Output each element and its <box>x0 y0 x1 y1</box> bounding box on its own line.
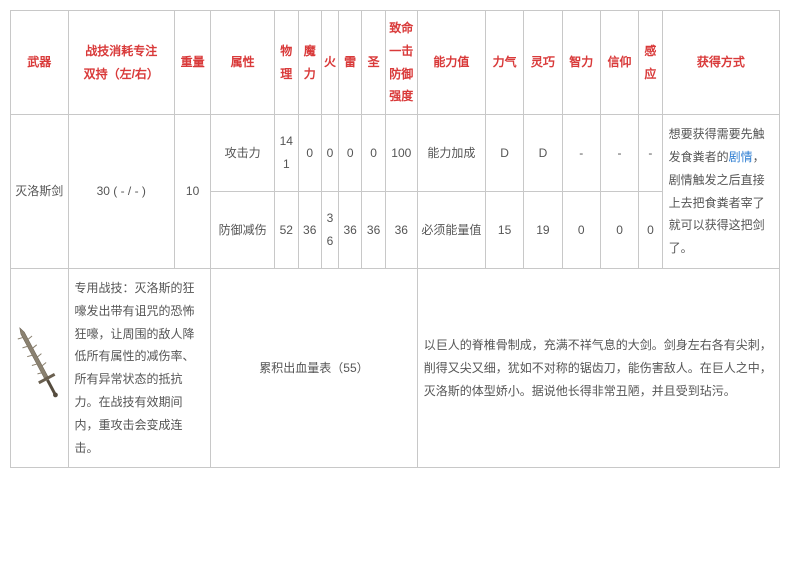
row2-int: 0 <box>562 192 600 269</box>
hdr-strength: 力气 <box>485 11 523 115</box>
hdr-faith: 信仰 <box>600 11 638 115</box>
row2-fth: 0 <box>600 192 638 269</box>
row1-fth: - <box>600 115 638 192</box>
row1-ability: 能力加成 <box>417 115 485 192</box>
hdr-intelligence: 智力 <box>562 11 600 115</box>
row1-holy: 0 <box>362 115 385 192</box>
row1-crit: 100 <box>385 115 417 192</box>
row2-crit: 36 <box>385 192 417 269</box>
row2-str: 15 <box>485 192 523 269</box>
hdr-weapon: 武器 <box>11 11 69 115</box>
row1-attr: 攻击力 <box>211 115 275 192</box>
weapon-table: 武器 战技消耗专注 双持（左/右） 重量 属性 物理 魔力 火 雷 圣 致命 一… <box>10 10 780 468</box>
skill-description: 专用战技：灭洛斯的狂嚎发出带有诅咒的恐怖狂嚎，让周围的敌人降低所有属性的减伤率、… <box>68 268 211 467</box>
weapon-sword-icon <box>14 319 64 417</box>
hdr-holy: 圣 <box>362 11 385 115</box>
header-row: 武器 战技消耗专注 双持（左/右） 重量 属性 物理 魔力 火 雷 圣 致命 一… <box>11 11 780 115</box>
row1-int: - <box>562 115 600 192</box>
hdr-crit: 致命 一击 防御 强度 <box>385 11 417 115</box>
row1-arc: - <box>639 115 662 192</box>
hdr-crit-l1: 致命 <box>388 17 415 40</box>
row2-fire: 36 <box>321 192 338 269</box>
hdr-dexterity: 灵巧 <box>524 11 562 115</box>
bleed-label: 累积出血量表（55） <box>211 268 418 467</box>
stat-row-attack: 灭洛斯剑 30 ( - / - ) 10 攻击力 141 0 0 0 0 100… <box>11 115 780 192</box>
row1-phys: 141 <box>275 115 298 192</box>
hdr-skill-line2: 双持（左/右） <box>71 63 173 86</box>
weapon-name: 灭洛斯剑 <box>11 115 69 269</box>
row2-light: 36 <box>338 192 361 269</box>
hdr-crit-l3: 防御 <box>388 63 415 86</box>
row1-str: D <box>485 115 523 192</box>
row2-magic: 36 <box>298 192 321 269</box>
hdr-lightning: 雷 <box>338 11 361 115</box>
row1-magic: 0 <box>298 115 321 192</box>
row2-phys: 52 <box>275 192 298 269</box>
row1-light: 0 <box>338 115 361 192</box>
row2-holy: 36 <box>362 192 385 269</box>
hdr-attribute: 属性 <box>211 11 275 115</box>
obtain-link[interactable]: 剧情 <box>729 150 753 164</box>
row2-dex: 19 <box>524 192 562 269</box>
row2-ability: 必须能量值 <box>417 192 485 269</box>
hdr-arcane: 感应 <box>639 11 662 115</box>
hdr-ability: 能力值 <box>417 11 485 115</box>
hdr-skill-line1: 战技消耗专注 <box>71 40 173 63</box>
row2-arc: 0 <box>639 192 662 269</box>
row1-fire: 0 <box>321 115 338 192</box>
hdr-magic: 魔力 <box>298 11 321 115</box>
skill-cost: 30 ( - / - ) <box>68 115 175 269</box>
description-row: 专用战技：灭洛斯的狂嚎发出带有诅咒的恐怖狂嚎，让周围的敌人降低所有属性的减伤率、… <box>11 268 780 467</box>
hdr-skill: 战技消耗专注 双持（左/右） <box>68 11 175 115</box>
flavor-text: 以巨人的脊椎骨制成，充满不祥气息的大剑。剑身左右各有尖刺，削得又尖又细，犹如不对… <box>417 268 779 467</box>
hdr-physical: 物理 <box>275 11 298 115</box>
weight-value: 10 <box>175 115 211 269</box>
weapon-icon-cell <box>11 268 69 467</box>
obtain-cell: 想要获得需要先触发食粪者的剧情，剧情触发之后直接上去把食粪者宰了就可以获得这把剑… <box>662 115 779 269</box>
hdr-fire: 火 <box>321 11 338 115</box>
row2-attr: 防御减伤 <box>211 192 275 269</box>
hdr-obtain: 获得方式 <box>662 11 779 115</box>
hdr-crit-l2: 一击 <box>388 40 415 63</box>
row1-dex: D <box>524 115 562 192</box>
obtain-post: ，剧情触发之后直接上去把食粪者宰了就可以获得这把剑了。 <box>669 150 765 255</box>
hdr-weight: 重量 <box>175 11 211 115</box>
hdr-crit-l4: 强度 <box>388 85 415 108</box>
